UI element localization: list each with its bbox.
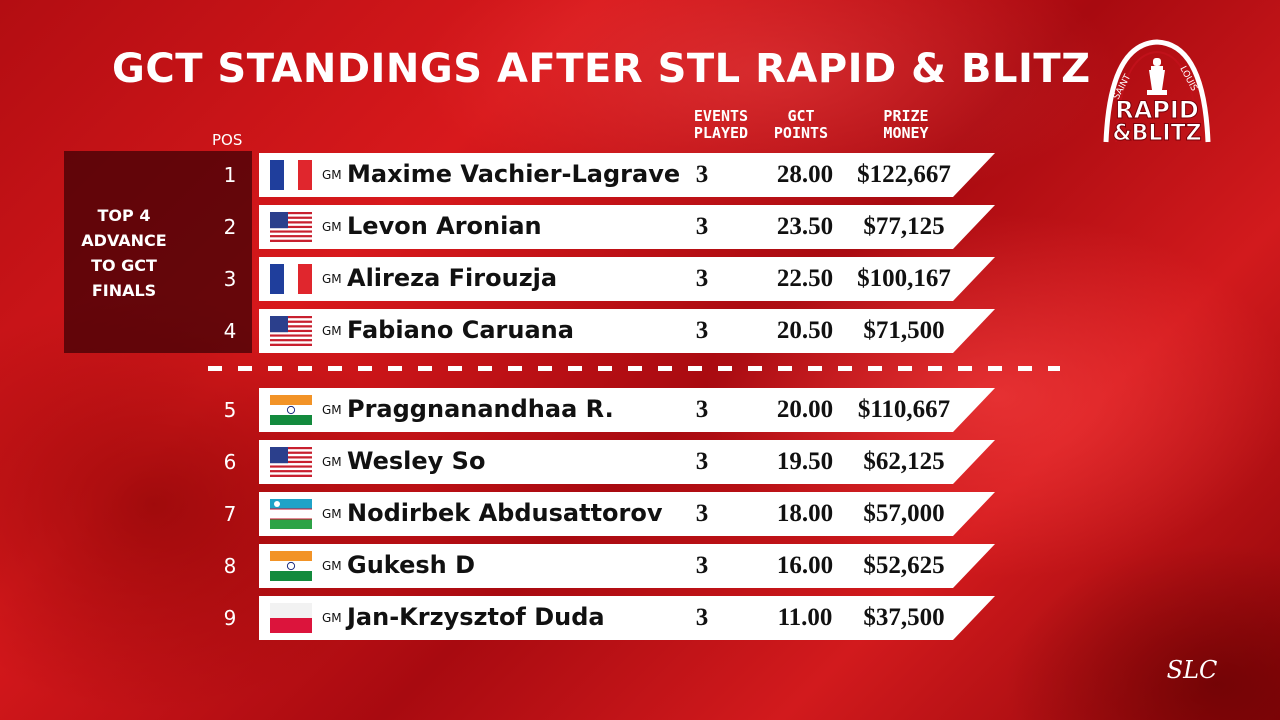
prize-money: $62,125	[863, 448, 945, 475]
rapid-blitz-logo: SAINT LOUIS RAPID &BLITZ	[1096, 38, 1218, 147]
standings-row: GM Wesley So 3 19.50 $62,125	[259, 440, 995, 484]
advance-note-line: TO GCT	[91, 256, 157, 275]
poland-flag-icon	[270, 603, 312, 633]
standings-row: GM Nodirbek Abdusattorov 3 18.00 $57,000	[259, 492, 995, 536]
standings-row: GM Praggnanandhaa R. 3 20.00 $110,667	[259, 388, 995, 432]
row-position: 5	[223, 398, 237, 422]
row-position: 3	[223, 267, 237, 291]
header-events-played: EVENTS PLAYED	[666, 108, 776, 142]
gct-points: 20.50	[776, 317, 834, 344]
player-title: GM	[322, 272, 342, 286]
india-flag-icon	[270, 551, 312, 581]
player-title: GM	[322, 403, 342, 417]
gct-points: 18.00	[776, 500, 834, 527]
gct-points: 19.50	[776, 448, 834, 475]
header-prize-money: PRIZE MONEY	[851, 108, 961, 142]
player-title: GM	[322, 168, 342, 182]
events-played: 3	[695, 213, 709, 240]
usa-flag-icon	[270, 212, 312, 242]
player-title: GM	[322, 507, 342, 521]
usa-flag-icon	[270, 447, 312, 477]
player-name: Gukesh D	[347, 551, 476, 579]
row-position: 4	[223, 319, 237, 343]
player-name: Wesley So	[347, 447, 486, 475]
row-position: 2	[223, 215, 237, 239]
prize-money: $52,625	[863, 552, 945, 579]
header-prize-line1: PRIZE	[883, 107, 929, 125]
advance-note: TOP 4 ADVANCE TO GCT FINALS	[64, 203, 184, 303]
uzbekistan-flag-icon	[270, 499, 312, 529]
player-name: Maxime Vachier-Lagrave	[347, 160, 681, 188]
events-played: 3	[695, 161, 709, 188]
prize-money: $71,500	[863, 317, 945, 344]
usa-flag-icon	[270, 316, 312, 346]
header-prize-line2: MONEY	[883, 124, 929, 142]
gct-points: 16.00	[776, 552, 834, 579]
events-played: 3	[695, 265, 709, 292]
prize-money: $37,500	[863, 604, 945, 631]
gct-points: 22.50	[776, 265, 834, 292]
row-position: 6	[223, 450, 237, 474]
player-title: GM	[322, 324, 342, 338]
player-name: Alireza Firouzja	[347, 264, 558, 292]
cutoff-divider	[208, 366, 1060, 371]
standings-row: GM Maxime Vachier-Lagrave 3 28.00 $122,667	[259, 153, 995, 197]
events-played: 3	[695, 552, 709, 579]
events-played: 3	[695, 604, 709, 631]
page-title: GCT STANDINGS AFTER STL RAPID & BLITZ	[112, 46, 1091, 92]
advance-note-line: ADVANCE	[81, 231, 167, 250]
player-name: Fabiano Caruana	[347, 316, 574, 344]
row-position: 9	[223, 606, 237, 630]
player-title: GM	[322, 559, 342, 573]
header-events-line2: PLAYED	[693, 124, 749, 142]
slc-monogram-art: SLC	[1167, 656, 1218, 684]
prize-money: $100,167	[857, 265, 951, 292]
player-name: Nodirbek Abdusattorov	[347, 499, 663, 527]
advance-note-line: FINALS	[91, 281, 157, 300]
prize-money: $122,667	[857, 161, 951, 188]
rapid-blitz-logo-art: SAINT LOUIS RAPID &BLITZ	[1103, 39, 1211, 147]
prize-money: $57,000	[863, 500, 945, 527]
events-played: 3	[695, 317, 709, 344]
player-name: Levon Aronian	[347, 212, 542, 240]
gct-points: 28.00	[776, 161, 834, 188]
standings-row: GM Levon Aronian 3 23.50 $77,125	[259, 205, 995, 249]
prize-money: $77,125	[863, 213, 945, 240]
logo-blitz: &BLITZ	[1112, 121, 1201, 146]
slc-monogram-logo: SLC	[1166, 648, 1218, 688]
standings-row: GM Jan-Krzysztof Duda 3 11.00 $37,500	[259, 596, 995, 640]
standings-row: GM Fabiano Caruana 3 20.50 $71,500	[259, 309, 995, 353]
slc-text: SLC	[1167, 656, 1218, 684]
logo-rapid: RAPID	[1115, 96, 1199, 124]
prize-money: $110,667	[857, 396, 951, 423]
player-title: GM	[322, 611, 342, 625]
header-events-line1: EVENTS	[693, 107, 749, 125]
standings-row: GM Alireza Firouzja 3 22.50 $100,167	[259, 257, 995, 301]
player-name: Jan-Krzysztof Duda	[347, 603, 605, 631]
player-title: GM	[322, 220, 342, 234]
player-title: GM	[322, 455, 342, 469]
gct-points: 23.50	[776, 213, 834, 240]
advance-note-line: TOP 4	[97, 206, 151, 225]
france-flag-icon	[270, 160, 312, 190]
header-gct-points: GCT POINTS	[746, 108, 856, 142]
india-flag-icon	[270, 395, 312, 425]
player-name: Praggnanandhaa R.	[347, 395, 614, 423]
row-position: 1	[223, 163, 237, 187]
gct-points: 11.00	[777, 604, 833, 631]
events-played: 3	[695, 448, 709, 475]
advance-panel: TOP 4 ADVANCE TO GCT FINALS	[64, 151, 252, 353]
gct-points: 20.00	[776, 396, 834, 423]
france-flag-icon	[270, 264, 312, 294]
header-points-line2: POINTS	[773, 124, 829, 142]
events-played: 3	[695, 500, 709, 527]
row-position: 8	[223, 554, 237, 578]
events-played: 3	[695, 396, 709, 423]
header-pos: POS	[212, 131, 243, 149]
standings-row: GM Gukesh D 3 16.00 $52,625	[259, 544, 995, 588]
header-points-line1: GCT	[787, 107, 815, 125]
row-position: 7	[223, 502, 237, 526]
